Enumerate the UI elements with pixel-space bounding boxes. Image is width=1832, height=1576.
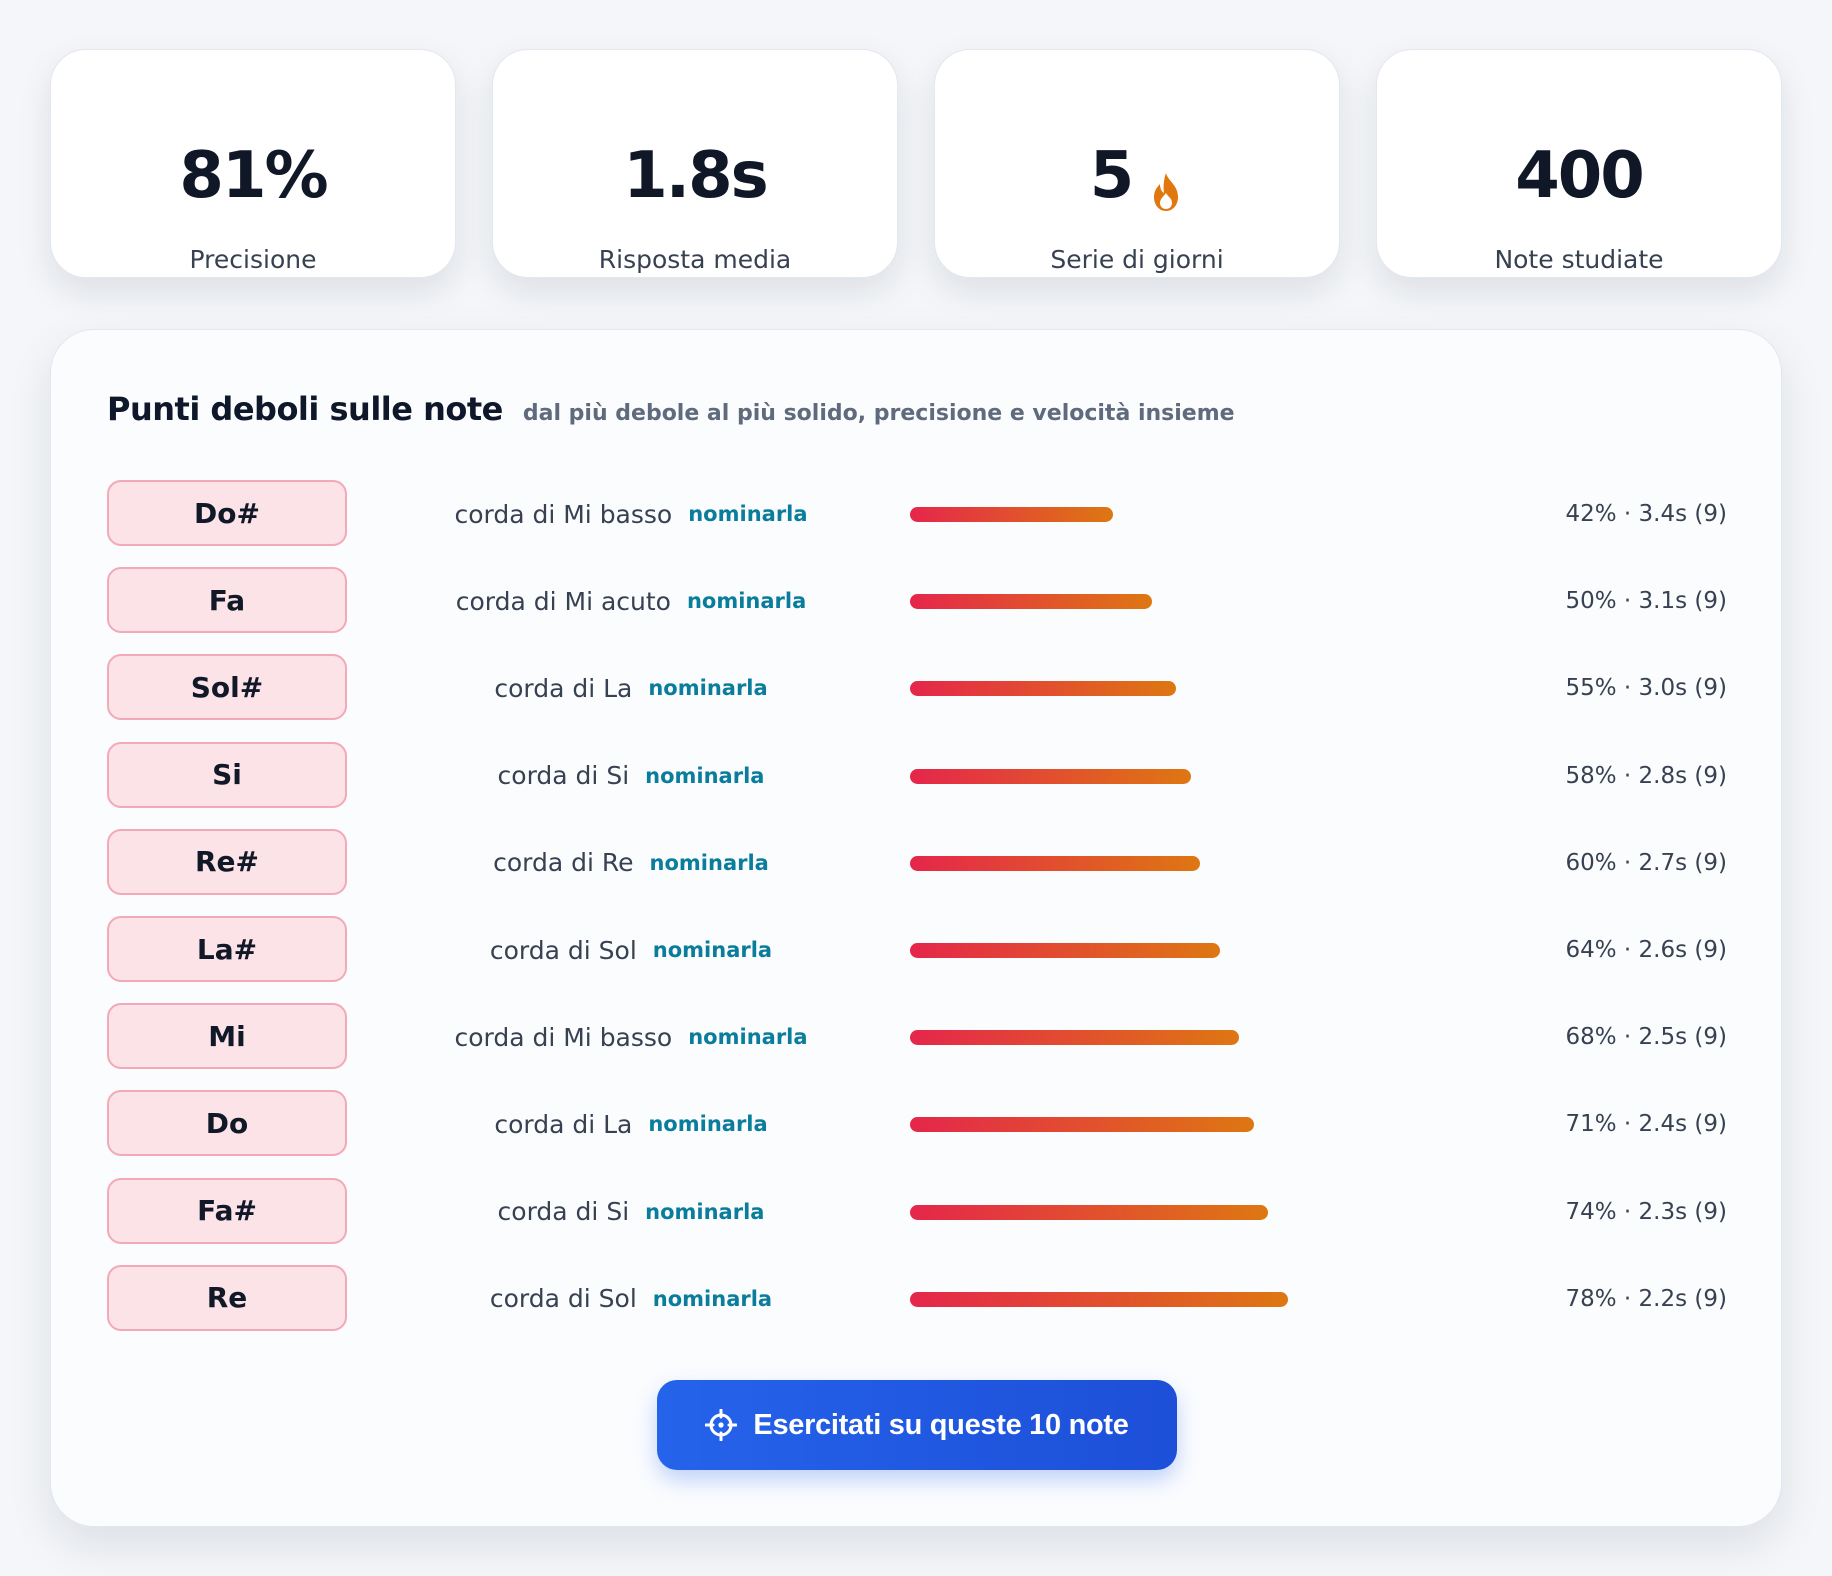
note-location: corda di Si nominarla [381,742,881,810]
string-label: corda di La [494,673,633,703]
accuracy-bar [910,507,1113,522]
note-metric: 64% · 2.6s (9) [1565,937,1727,963]
note-chip[interactable]: Do [107,1090,347,1157]
note-location: corda di La nominarla [381,1090,881,1158]
stat-label: Serie di giorni [1050,245,1224,274]
name-it-link[interactable]: nominarla [645,763,765,788]
stats-row: 81% Precisione 1.8s Risposta media 5 Ser… [50,49,1782,278]
note-location: corda di Sol nominarla [381,916,881,984]
string-label: corda di Sol [489,1284,637,1314]
note-row: Si corda di Si nominarla 58% · 2.8s (9) [51,741,1783,810]
response-time-value: 1.8s [623,139,768,213]
accuracy-bar [910,594,1152,610]
note-chip[interactable]: Do# [107,480,347,546]
stat-card-response-time: 1.8s Risposta media [492,49,898,278]
string-label: corda di Si [497,761,630,791]
crosshair-icon [704,1408,738,1442]
note-chip[interactable]: Mi [107,1003,347,1070]
stat-card-notes-studied: 400 Note studiate [1376,49,1782,278]
name-it-link[interactable]: nominarla [688,502,808,526]
note-metric: 78% · 2.2s (9) [1565,1285,1727,1312]
note-location: corda di Mi acuto nominarla [381,567,881,635]
note-chip[interactable]: Fa# [107,1177,347,1244]
panel-header: Punti deboli sulle note dal più debole a… [107,390,1235,428]
note-chip[interactable]: La# [107,916,347,982]
stat-value: 81% [51,144,455,208]
note-metric: 42% · 3.4s (9) [1565,501,1727,527]
name-it-link[interactable]: nominarla [686,589,807,614]
practice-button-label: Esercitati su queste 10 note [753,1408,1129,1441]
note-metric: 71% · 2.4s (9) [1565,1111,1727,1138]
accuracy-value: 81% [179,139,328,213]
note-chip[interactable]: Sol# [107,654,347,721]
accuracy-bar [910,1117,1254,1133]
stat-label: Risposta media [598,245,792,274]
string-label: corda di Sol [489,935,637,965]
stat-value: 1.8s [493,144,897,208]
notes-studied-value: 400 [1515,139,1645,213]
accuracy-bar [910,1204,1268,1220]
stat-label: Precisione [189,245,317,274]
string-label: corda di Si [497,1197,630,1227]
note-metric: 55% · 3.0s (9) [1565,675,1727,702]
name-it-link[interactable]: nominarla [648,1112,768,1137]
panel-subtitle: dal più debole al più solido, precisione… [522,401,1235,426]
string-label: corda di Mi acuto [455,586,671,616]
name-it-link[interactable]: nominarla [645,1199,765,1224]
stat-label: Note studiate [1494,245,1664,274]
name-it-link[interactable]: nominarla [648,676,768,701]
note-row: Fa# corda di Si nominarla 74% · 2.3s (9) [51,1177,1783,1246]
note-location: corda di Mi basso nominarla [381,1003,881,1071]
name-it-link[interactable]: nominarla [688,1025,808,1050]
note-row: Re corda di Sol nominarla 78% · 2.2s (9) [51,1264,1783,1333]
note-location: corda di Sol nominarla [381,1265,881,1333]
note-row: La# corda di Sol nominarla 64% · 2.6s (9) [51,916,1783,984]
practice-notes-button[interactable]: Esercitati su queste 10 note [657,1380,1177,1470]
note-metric: 74% · 2.3s (9) [1565,1198,1727,1225]
note-location: corda di Si nominarla [381,1178,881,1246]
note-row: Sol# corda di La nominarla 55% · 3.0s (9) [51,654,1783,722]
note-chip[interactable]: Si [107,741,347,808]
note-metric: 58% · 2.8s (9) [1565,762,1727,789]
stat-card-accuracy: 81% Precisione [50,49,456,278]
flame-icon [1148,160,1184,211]
note-metric: 50% · 3.1s (9) [1565,588,1727,615]
note-row: Do# corda di Mi basso nominarla 42% · 3.4s … [51,480,1783,548]
string-label: corda di La [494,1109,633,1139]
accuracy-bar [910,681,1176,697]
note-chip[interactable]: Re [107,1264,347,1331]
note-row: Do corda di La nominarla 71% · 2.4s (9) [51,1090,1783,1158]
note-metric: 68% · 2.5s (9) [1565,1024,1727,1051]
stat-value: 5 [935,139,1339,213]
note-row: Fa corda di Mi acuto nominarla 50% · 3.1s (… [51,567,1783,635]
note-metric: 60% · 2.7s (9) [1565,849,1727,876]
string-label: corda di Mi basso [454,1022,673,1052]
note-location: corda di Re nominarla [381,829,881,897]
string-label: corda di Mi basso [454,499,673,529]
name-it-link[interactable]: nominarla [652,938,773,962]
stat-value: 400 [1377,144,1781,208]
panel-title: Punti deboli sulle note [107,390,503,428]
accuracy-bar [910,768,1191,784]
accuracy-bar [910,1291,1288,1307]
stat-card-streak: 5 Serie di giorni [934,49,1340,278]
note-row: Re# corda di Re nominarla 60% · 2.7s (9) [51,828,1783,897]
note-location: corda di Mi basso nominarla [381,480,881,548]
accuracy-bar [910,943,1220,958]
name-it-link[interactable]: nominarla [652,1286,773,1311]
note-chip[interactable]: Fa [107,567,347,634]
weak-notes-panel: Punti deboli sulle note dal più debole a… [50,329,1782,1527]
streak-value: 5 [1089,139,1135,213]
note-chip[interactable]: Re# [107,828,347,895]
name-it-link[interactable]: nominarla [649,850,769,875]
string-label: corda di Re [493,848,634,878]
note-row: Mi corda di Mi basso nominarla 68% · 2.5s (… [51,1003,1783,1071]
accuracy-bar [910,1030,1239,1046]
accuracy-bar [910,855,1200,871]
note-location: corda di La nominarla [381,654,881,722]
